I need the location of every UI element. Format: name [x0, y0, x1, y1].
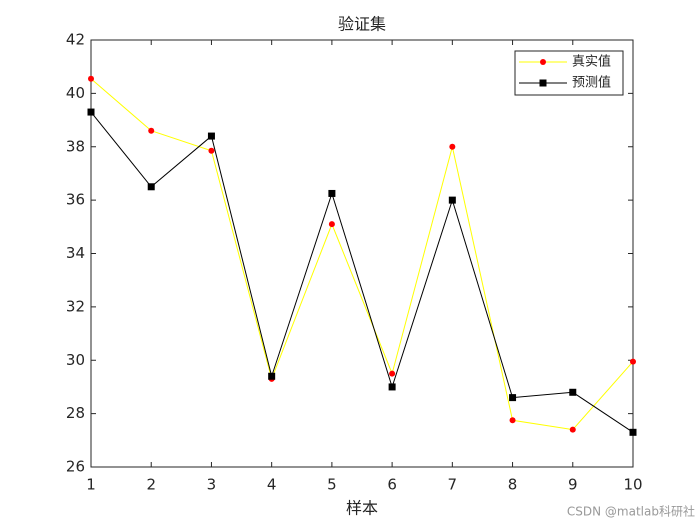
legend-label: 预测值 — [572, 75, 611, 91]
data-point — [388, 383, 396, 391]
y-tick-label: 30 — [66, 351, 85, 369]
series-line — [90, 111, 634, 433]
data-point — [268, 372, 276, 380]
plot-box — [90, 39, 634, 468]
data-point — [509, 394, 517, 402]
y-tick-label: 32 — [66, 297, 85, 315]
data-point — [449, 143, 456, 150]
x-tick-label: 5 — [327, 476, 337, 494]
y-tick-label: 38 — [66, 137, 85, 155]
x-tick-label: 8 — [508, 476, 518, 494]
data-point — [569, 388, 577, 396]
data-point — [448, 196, 456, 204]
data-point — [569, 426, 576, 433]
data-point — [208, 147, 215, 154]
y-tick-label: 28 — [66, 404, 85, 422]
series-line — [90, 78, 634, 431]
y-tick-label: 42 — [66, 31, 85, 49]
x-tick-label: 4 — [267, 476, 277, 494]
data-point — [147, 183, 155, 191]
data-point — [509, 417, 516, 424]
legend-marker — [539, 79, 547, 87]
x-tick-label: 2 — [146, 476, 156, 494]
y-tick-label: 36 — [66, 191, 85, 209]
data-point — [87, 108, 95, 116]
y-tick-label: 40 — [66, 84, 85, 102]
legend-marker — [540, 59, 546, 65]
data-point — [207, 132, 215, 140]
data-point — [629, 428, 637, 436]
x-tick-label: 9 — [568, 476, 578, 494]
data-point — [328, 189, 336, 197]
x-tick-label: 3 — [207, 476, 217, 494]
y-tick-label: 34 — [66, 244, 85, 262]
legend-label: 真实值 — [572, 54, 611, 70]
x-axis-label: 样本 — [346, 499, 378, 518]
data-point — [389, 370, 396, 377]
x-tick-label: 7 — [448, 476, 458, 494]
y-tick-label: 26 — [66, 458, 85, 476]
legend-box — [514, 50, 624, 96]
x-tick-label: 10 — [623, 476, 642, 494]
data-point — [630, 358, 636, 365]
chart-title: 验证集 — [338, 15, 386, 34]
data-point — [148, 127, 155, 134]
data-point — [88, 75, 94, 82]
x-tick-label: 1 — [86, 476, 96, 494]
data-point — [328, 221, 335, 228]
watermark: CSDN @matlab科研社 — [567, 504, 695, 519]
x-tick-label: 6 — [387, 476, 397, 494]
